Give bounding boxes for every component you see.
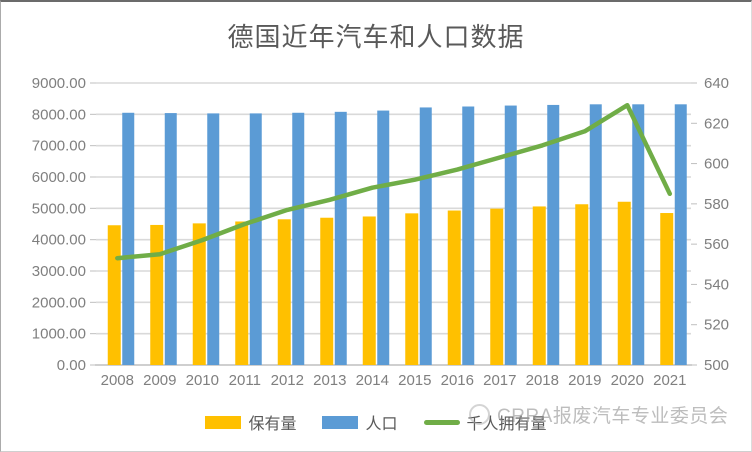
left-axis-label: 6000.00 xyxy=(32,169,86,186)
population-bar-2008 xyxy=(122,112,135,366)
population-bar-2018 xyxy=(547,104,560,366)
x-axis-label-2010: 2010 xyxy=(186,372,219,389)
population-bar-2012 xyxy=(292,112,305,366)
left-axis-label: 7000.00 xyxy=(32,138,86,155)
x-axis-label-2020: 2020 xyxy=(611,372,644,389)
legend-label-population: 人口 xyxy=(365,416,398,433)
right-axis-label: 600 xyxy=(704,156,729,173)
stock-bar-2013 xyxy=(320,217,334,365)
left-axis-label: 2000.00 xyxy=(32,294,86,311)
per-capita-legend-swatch xyxy=(423,419,460,425)
population-bar-2019 xyxy=(589,104,602,365)
left-axis-label: 0.00 xyxy=(57,357,86,374)
watermark-logo-icon xyxy=(469,404,490,425)
population-bar-2017 xyxy=(504,105,517,365)
population-legend-swatch xyxy=(322,415,359,429)
legend-item-population: 人口 xyxy=(322,410,398,434)
x-axis-label-2021: 2021 xyxy=(653,372,686,389)
right-axis-label: 620 xyxy=(704,115,729,132)
legend-item-stock: 保有量 xyxy=(205,410,296,434)
per-capita-line xyxy=(115,102,673,261)
stock-bar-2018 xyxy=(532,206,546,365)
x-axis-label-2017: 2017 xyxy=(483,372,516,389)
x-axis-label-2018: 2018 xyxy=(526,372,559,389)
population-bar-2010 xyxy=(207,113,220,365)
stock-bar-2009 xyxy=(150,224,164,365)
right-axis-label: 540 xyxy=(704,276,729,293)
left-axis-label: 3000.00 xyxy=(32,263,86,280)
right-axis-label: 580 xyxy=(704,196,729,213)
stock-bar-2020 xyxy=(617,201,631,365)
population-bar-2016 xyxy=(462,106,475,365)
population-bar-2015 xyxy=(419,107,432,365)
x-axis-label-2011: 2011 xyxy=(229,372,261,389)
x-axis-label-2012: 2012 xyxy=(271,372,304,389)
x-axis-label-2014: 2014 xyxy=(356,372,389,389)
stock-bar-2019 xyxy=(575,204,589,365)
population-bar-2013 xyxy=(334,111,347,365)
stock-bar-2010 xyxy=(192,223,206,365)
legend-label-stock: 保有量 xyxy=(248,416,297,433)
stock-bar-2011 xyxy=(235,221,249,365)
stock-bar-2014 xyxy=(362,216,376,365)
x-axis-label-2008: 2008 xyxy=(101,372,134,389)
population-bar-2014 xyxy=(377,110,390,365)
left-axis-label: 9000.00 xyxy=(32,75,86,92)
x-axis-label-2009: 2009 xyxy=(143,372,176,389)
watermark: CRRA报废汽车专业委员会 xyxy=(469,401,728,428)
stock-bar-2015 xyxy=(405,213,419,365)
x-axis-label-2013: 2013 xyxy=(313,372,346,389)
population-bar-2020 xyxy=(632,104,645,365)
stock-bar-2016 xyxy=(447,210,461,365)
left-axis-label: 4000.00 xyxy=(32,232,86,249)
x-axis-label-2015: 2015 xyxy=(398,372,431,389)
x-axis-label-2019: 2019 xyxy=(568,372,601,389)
stock-bar-2008 xyxy=(107,225,121,365)
population-bar-2021 xyxy=(674,104,687,365)
left-axis-label: 1000.00 xyxy=(32,326,86,343)
right-axis-label: 500 xyxy=(704,357,729,374)
x-axis-label-2016: 2016 xyxy=(441,372,474,389)
stock-bar-2017 xyxy=(490,208,504,365)
population-bar-2011 xyxy=(249,113,262,365)
watermark-text: CRRA报废汽车专业委员会 xyxy=(497,406,729,427)
right-axis-label: 640 xyxy=(704,75,729,92)
left-axis-label: 5000.00 xyxy=(32,200,86,217)
stock-bar-2012 xyxy=(277,219,291,365)
left-axis-label: 8000.00 xyxy=(32,106,86,123)
stock-bar-2021 xyxy=(660,213,674,365)
population-bar-2009 xyxy=(164,113,177,365)
stock-legend-swatch xyxy=(205,415,242,429)
chart-title: 德国近年汽车和人口数据 xyxy=(227,22,525,52)
right-axis-label: 560 xyxy=(704,236,729,253)
right-axis-label: 520 xyxy=(704,317,729,334)
